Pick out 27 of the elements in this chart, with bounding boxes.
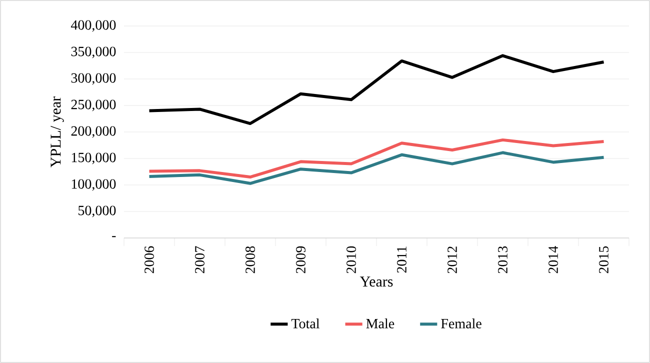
- x-tick-label: 2009: [296, 246, 306, 274]
- y-tick-label: 250,000: [71, 100, 116, 112]
- x-tick-label: 2011: [397, 246, 406, 273]
- y-tick-label: 150,000: [72, 152, 116, 164]
- x-tick-label: 2012: [448, 246, 457, 274]
- x-tick-label: 2006: [144, 246, 154, 274]
- legend-label: Total: [291, 318, 320, 328]
- y-axis-title: YPLL/ year: [50, 96, 64, 168]
- x-tick-label: 2010: [346, 246, 356, 274]
- x-tick-label: 2013: [498, 246, 508, 274]
- line-series: [148, 151, 606, 185]
- legend-label: Female: [441, 318, 482, 328]
- x-tick-label: 2014: [548, 246, 558, 274]
- x-tick-label: 2015: [599, 246, 608, 274]
- x-tick-label: 2007: [195, 246, 204, 274]
- y-tick-label: 300,000: [71, 73, 116, 85]
- y-tick-label: 400,000: [70, 20, 116, 32]
- y-tick-label: 100,000: [72, 179, 116, 191]
- x-tick-label: 2008: [246, 246, 255, 274]
- x-axis-title: Years: [360, 276, 393, 287]
- y-tick-label: 50,000: [78, 206, 116, 218]
- line-series: [148, 138, 606, 179]
- line-series: [148, 54, 606, 126]
- y-tick-label: -: [112, 236, 116, 238]
- legend-label: Male: [366, 318, 394, 328]
- y-tick-label: 200,000: [71, 126, 116, 138]
- y-tick-label: 350,000: [71, 46, 116, 58]
